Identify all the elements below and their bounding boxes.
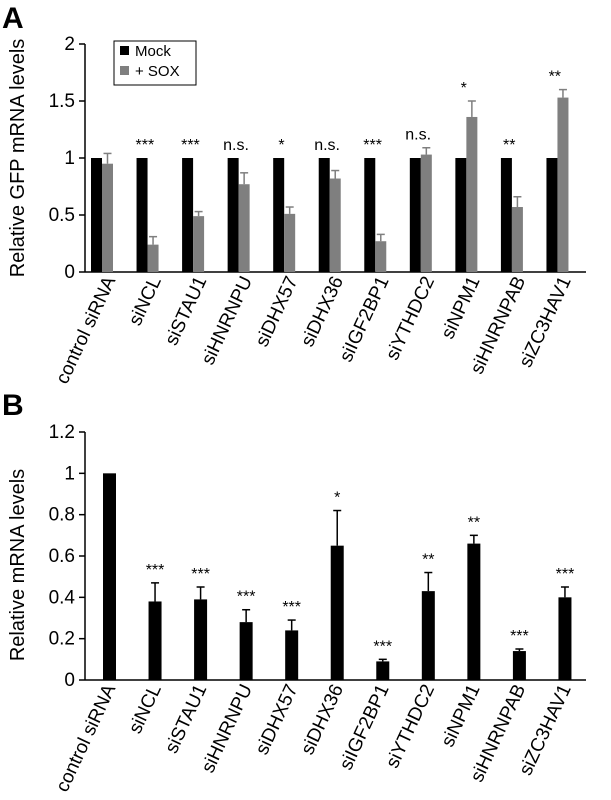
legend-label: Mock xyxy=(135,43,171,60)
bar xyxy=(318,158,330,272)
y-tick-label: 0.5 xyxy=(49,205,75,226)
bar xyxy=(557,97,569,272)
bar xyxy=(136,158,148,272)
category-label: siNPM1 xyxy=(438,681,485,750)
category-label: siSTAU1 xyxy=(161,681,211,757)
y-tick-label: 1.5 xyxy=(49,91,75,112)
bar xyxy=(546,158,558,272)
panel-b-y-axis-label: Relative mRNA levels xyxy=(7,469,29,661)
bar xyxy=(500,158,512,272)
significance-label: *** xyxy=(556,566,575,583)
bar xyxy=(364,158,376,272)
significance-label: *** xyxy=(146,562,165,579)
significance-label: *** xyxy=(237,589,256,606)
legend-box xyxy=(113,40,197,86)
y-tick-label: 1 xyxy=(64,148,75,169)
significance-label: *** xyxy=(136,137,155,154)
bar xyxy=(182,158,194,272)
legend-swatch xyxy=(120,46,129,55)
bar xyxy=(511,207,523,272)
legend-label: + SOX xyxy=(135,63,180,80)
y-tick-label: 0 xyxy=(64,670,75,691)
y-tick-label: 0.6 xyxy=(49,546,75,567)
significance-label: n.s. xyxy=(405,127,431,144)
bar xyxy=(421,591,435,680)
category-label: control siRNA xyxy=(52,681,120,795)
category-label: siSTAU1 xyxy=(161,273,211,349)
y-tick-label: 0.8 xyxy=(49,505,75,526)
y-tick-label: 0.2 xyxy=(49,629,75,650)
category-label: siDHX57 xyxy=(252,681,303,758)
significance-label: *** xyxy=(282,599,301,616)
bar xyxy=(239,622,253,680)
bar xyxy=(148,601,162,680)
bar xyxy=(147,244,159,272)
category-label: siNCL xyxy=(125,681,166,737)
bar xyxy=(103,473,116,680)
bar xyxy=(376,661,390,680)
panel-a-y-axis-label: Relative GFP mRNA levels xyxy=(7,39,29,278)
significance-label: *** xyxy=(191,566,210,583)
bar xyxy=(467,543,481,680)
significance-label: n.s. xyxy=(314,137,340,154)
bar xyxy=(466,116,478,273)
significance-label: *** xyxy=(363,137,382,154)
bar xyxy=(455,158,467,272)
category-label: siDHX57 xyxy=(252,273,303,350)
bar xyxy=(238,184,250,272)
bar xyxy=(193,216,205,272)
category-label: siDHX36 xyxy=(297,273,348,350)
significance-label: *** xyxy=(373,638,392,655)
bar xyxy=(558,597,572,680)
bar xyxy=(102,163,113,272)
y-tick-label: 0.4 xyxy=(49,587,76,608)
category-label: siNPM1 xyxy=(438,273,485,342)
bar xyxy=(409,158,421,272)
significance-label: * xyxy=(461,80,467,97)
significance-label: ** xyxy=(422,552,434,569)
significance-label: * xyxy=(278,137,284,154)
category-label: siNCL xyxy=(125,273,166,329)
legend-swatch xyxy=(120,66,129,75)
category-label: siDHX36 xyxy=(297,681,348,758)
category-label: control siRNA xyxy=(52,273,120,387)
bar xyxy=(285,630,299,680)
bar xyxy=(512,651,526,680)
significance-label: ** xyxy=(549,69,561,86)
significance-label: n.s. xyxy=(223,137,249,154)
bar xyxy=(330,545,344,680)
bar xyxy=(273,158,285,272)
bar xyxy=(329,178,341,272)
bar xyxy=(227,158,239,272)
significance-label: *** xyxy=(181,137,200,154)
panel-letter-b: B xyxy=(2,389,24,422)
y-tick-label: 1 xyxy=(64,463,75,484)
y-tick-label: 2 xyxy=(64,34,75,55)
y-tick-label: 0 xyxy=(64,262,75,283)
significance-label: * xyxy=(334,490,340,507)
significance-label: ** xyxy=(503,137,515,154)
y-tick-label: 1.2 xyxy=(49,422,75,443)
bar xyxy=(284,213,296,272)
bar xyxy=(420,154,432,272)
bar xyxy=(375,241,387,272)
bar xyxy=(194,599,208,680)
panel-letter-a: A xyxy=(2,2,24,35)
bar xyxy=(91,158,102,272)
significance-label: *** xyxy=(510,628,529,645)
significance-label: ** xyxy=(468,514,480,531)
